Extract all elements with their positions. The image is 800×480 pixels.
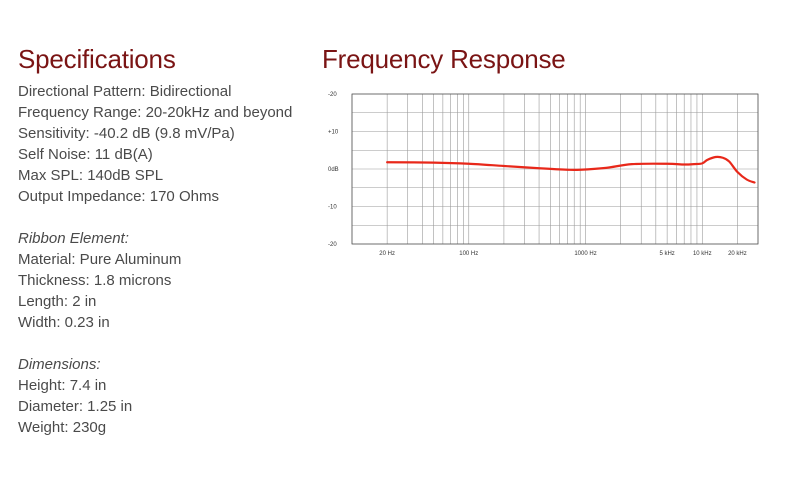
spec-line: Self Noise: 11 dB(A) xyxy=(18,146,153,163)
specifications-panel: Specifications Directional Pattern: Bidi… xyxy=(18,44,318,438)
ribbon-element-title: Ribbon Element: xyxy=(18,230,129,247)
spec-line: Max SPL: 140dB SPL xyxy=(18,167,164,184)
x-tick-label: 10 kHz xyxy=(693,251,712,257)
frequency-response-chart: -20 +10 0dB -10 -20 20 Hz 100 Hz 1000 Hz 5 kHz 10… xyxy=(328,92,759,257)
spec-line: Height: 7.4 in xyxy=(18,377,107,394)
ribbon-specs-list: Material: Pure Aluminum Thickness: 1.8 m… xyxy=(18,249,318,333)
general-specs-list: Directional Pattern: Bidirectional Frequ… xyxy=(18,81,318,207)
y-tick-label: -20 xyxy=(328,242,337,248)
spec-line: Thickness: 1.8 microns xyxy=(18,272,172,289)
spec-line: Width: 0.23 in xyxy=(18,314,110,331)
spec-line: Sensitivity: -40.2 dB (9.8 mV/Pa) xyxy=(18,125,235,142)
y-tick-label: -20 xyxy=(328,92,337,98)
dimensions-title: Dimensions: xyxy=(18,356,101,373)
y-tick-label: +10 xyxy=(328,130,339,136)
specifications-heading: Specifications xyxy=(18,44,176,74)
frequency-response-panel: Frequency Response -20 +10 0dB -10 -20 20 Hz 1… xyxy=(322,44,782,274)
spec-line: Weight: 230g xyxy=(18,419,107,436)
spec-line: Material: Pure Aluminum xyxy=(18,251,182,268)
y-tick-label: 0dB xyxy=(328,167,339,173)
x-tick-label: 1000 Hz xyxy=(574,251,596,257)
frequency-response-curve xyxy=(386,155,756,184)
spec-line: Diameter: 1.25 in xyxy=(18,398,133,415)
dimensions-specs-list: Height: 7.4 in Diameter: 1.25 in Weight:… xyxy=(18,375,318,438)
spec-line: Frequency Range: 20-20kHz and beyond xyxy=(18,104,293,121)
section-spacer xyxy=(18,207,318,228)
spec-line: Length: 2 in xyxy=(18,293,97,310)
x-tick-label: 5 kHz xyxy=(659,251,674,257)
spec-line: Output Impedance: 170 Ohms xyxy=(18,188,219,205)
plot-frame xyxy=(351,93,759,245)
chart-title: Frequency Response xyxy=(322,44,566,74)
y-tick-label: -10 xyxy=(328,205,337,211)
x-tick-label: 100 Hz xyxy=(459,251,478,257)
section-spacer xyxy=(18,333,318,354)
spec-line: Directional Pattern: Bidirectional xyxy=(18,83,232,100)
x-tick-label: 20 kHz xyxy=(728,251,747,257)
x-tick-label: 20 Hz xyxy=(379,251,395,257)
